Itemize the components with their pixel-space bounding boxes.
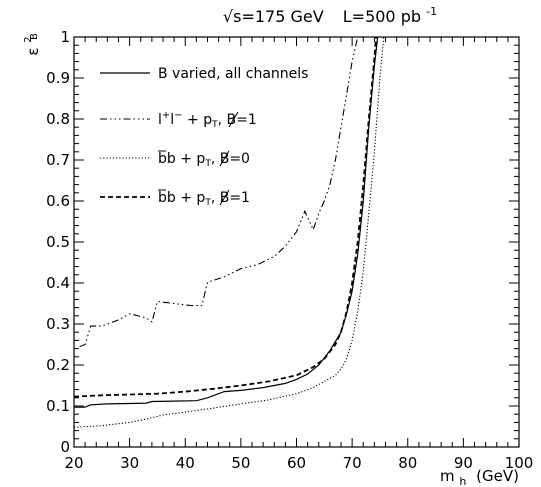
y-axis-label-sub: B bbox=[29, 33, 40, 40]
series-group bbox=[73, 36, 385, 428]
legend-label-0: B varied, all channels bbox=[158, 66, 308, 82]
series-line-0-solid bbox=[74, 36, 379, 408]
svg-text:ε 2: ε 2 bbox=[23, 36, 42, 55]
pt-slash-icon bbox=[219, 189, 230, 206]
pt-slash-icon bbox=[219, 150, 230, 167]
title-energy: √s=175 GeV bbox=[223, 7, 324, 26]
svg-text:bb + pT, B=0: bb + pT, B=0 bbox=[158, 151, 250, 169]
y-tick-label: 0.9 bbox=[46, 69, 70, 87]
y-axis-label-main: ε bbox=[24, 48, 42, 56]
svg-text:bb + pT, B=1: bb + pT, B=1 bbox=[158, 190, 250, 208]
series-line-3-dashed bbox=[73, 36, 377, 398]
legend-label-2: bb + pT, B=0 bbox=[158, 150, 250, 169]
x-tick-label: 60 bbox=[287, 454, 306, 472]
x-tick-label: 30 bbox=[120, 454, 139, 472]
x-tick-label: 100 bbox=[505, 454, 534, 472]
y-tick-label: 0.2 bbox=[46, 356, 70, 374]
plot-frame bbox=[73, 36, 520, 448]
title-lumi: L=500 pb bbox=[343, 7, 421, 26]
y-tick-label: 0.6 bbox=[46, 192, 70, 210]
x-tick-label: 40 bbox=[176, 454, 195, 472]
series-line-1-dash-dot bbox=[79, 36, 359, 348]
chart-title: √s=175 GeV L=500 pb -1 bbox=[223, 5, 437, 26]
svg-text:l+l− + pT, B=1: l+l− + pT, B=1 bbox=[158, 110, 257, 130]
x-axis-label-sub: h bbox=[459, 475, 466, 487]
x-tick-label: 90 bbox=[454, 454, 473, 472]
x-tick-label: 50 bbox=[231, 454, 250, 472]
y-tick-label: 0.5 bbox=[46, 233, 70, 251]
y-tick-label: 0.4 bbox=[46, 274, 70, 292]
y-axis-label: ε 2 B bbox=[23, 33, 42, 56]
legend-label-1: l+l− + pT, B=1 bbox=[158, 110, 257, 130]
axis-ticks: 20 30 40 50 60 70 80 90 100 0 0.1 0.2 0.3 0.4 0.5 0.6 0.… bbox=[46, 28, 533, 472]
pt-slash-icon bbox=[228, 111, 239, 128]
legend-label-3: bb + pT, B=1 bbox=[158, 189, 250, 208]
x-axis-label-unit: (GeV) bbox=[476, 467, 519, 485]
x-axis-label-main: m bbox=[440, 467, 455, 485]
x-tick-label: 20 bbox=[64, 454, 83, 472]
x-axis-label: m h (GeV) bbox=[440, 467, 519, 487]
y-tick-label: 0.1 bbox=[46, 397, 70, 415]
y-tick-label: 0.7 bbox=[46, 151, 70, 169]
series-line-2-dotted bbox=[73, 36, 385, 428]
legend: B varied, all channels l+l− + pT, B=1 bb +… bbox=[100, 66, 308, 208]
y-tick-label: 0.3 bbox=[46, 315, 70, 333]
y-tick-label: 0.8 bbox=[46, 110, 70, 128]
y-axis-label-sup: 2 bbox=[23, 36, 34, 42]
title-lumi-exp: -1 bbox=[426, 5, 437, 18]
y-tick-label: 0 bbox=[60, 438, 70, 456]
y-tick-label: 1 bbox=[60, 28, 70, 46]
x-tick-label: 70 bbox=[343, 454, 362, 472]
x-tick-label: 80 bbox=[398, 454, 417, 472]
